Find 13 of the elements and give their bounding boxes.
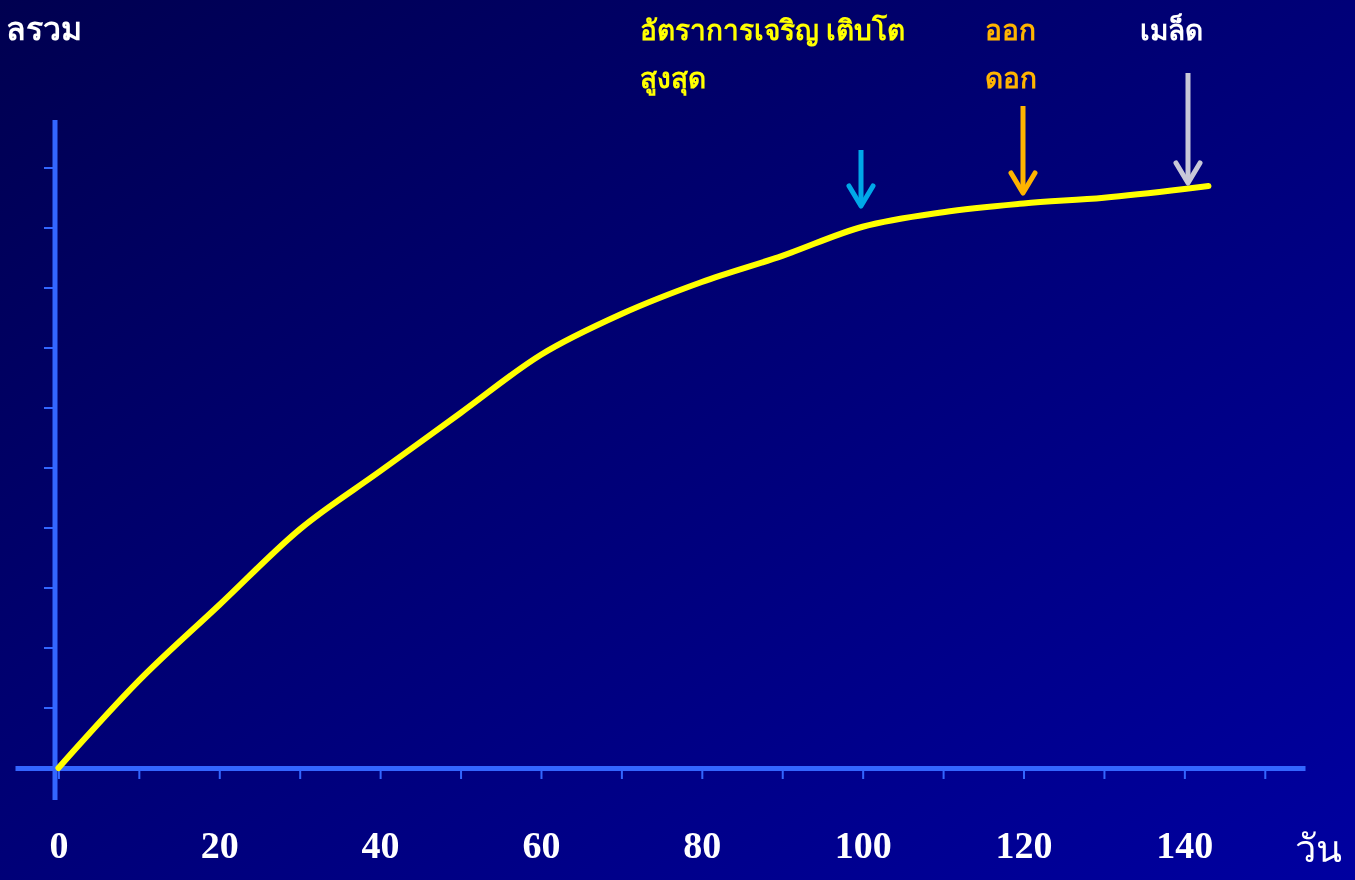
x-tick-label: 0 (49, 823, 69, 866)
x-tick-label: 80 (683, 823, 722, 866)
text: ออก ดอก (985, 15, 1037, 94)
x-tick-label: 120 (995, 823, 1053, 866)
x-tick-label: 140 (1156, 823, 1214, 866)
x-axis-title: วัน (1294, 828, 1342, 870)
text: อัตราการเจริญ เติบโต สูงสุด (640, 13, 905, 96)
x-tick-label: 40 (361, 823, 400, 866)
text: เมล็ด (1140, 13, 1203, 46)
x-tick-label: 20 (200, 823, 239, 866)
y-axis-title: ลรวม (6, 11, 82, 47)
x-tick-label: 100 (834, 823, 892, 866)
x-tick-label: 60 (522, 823, 561, 866)
